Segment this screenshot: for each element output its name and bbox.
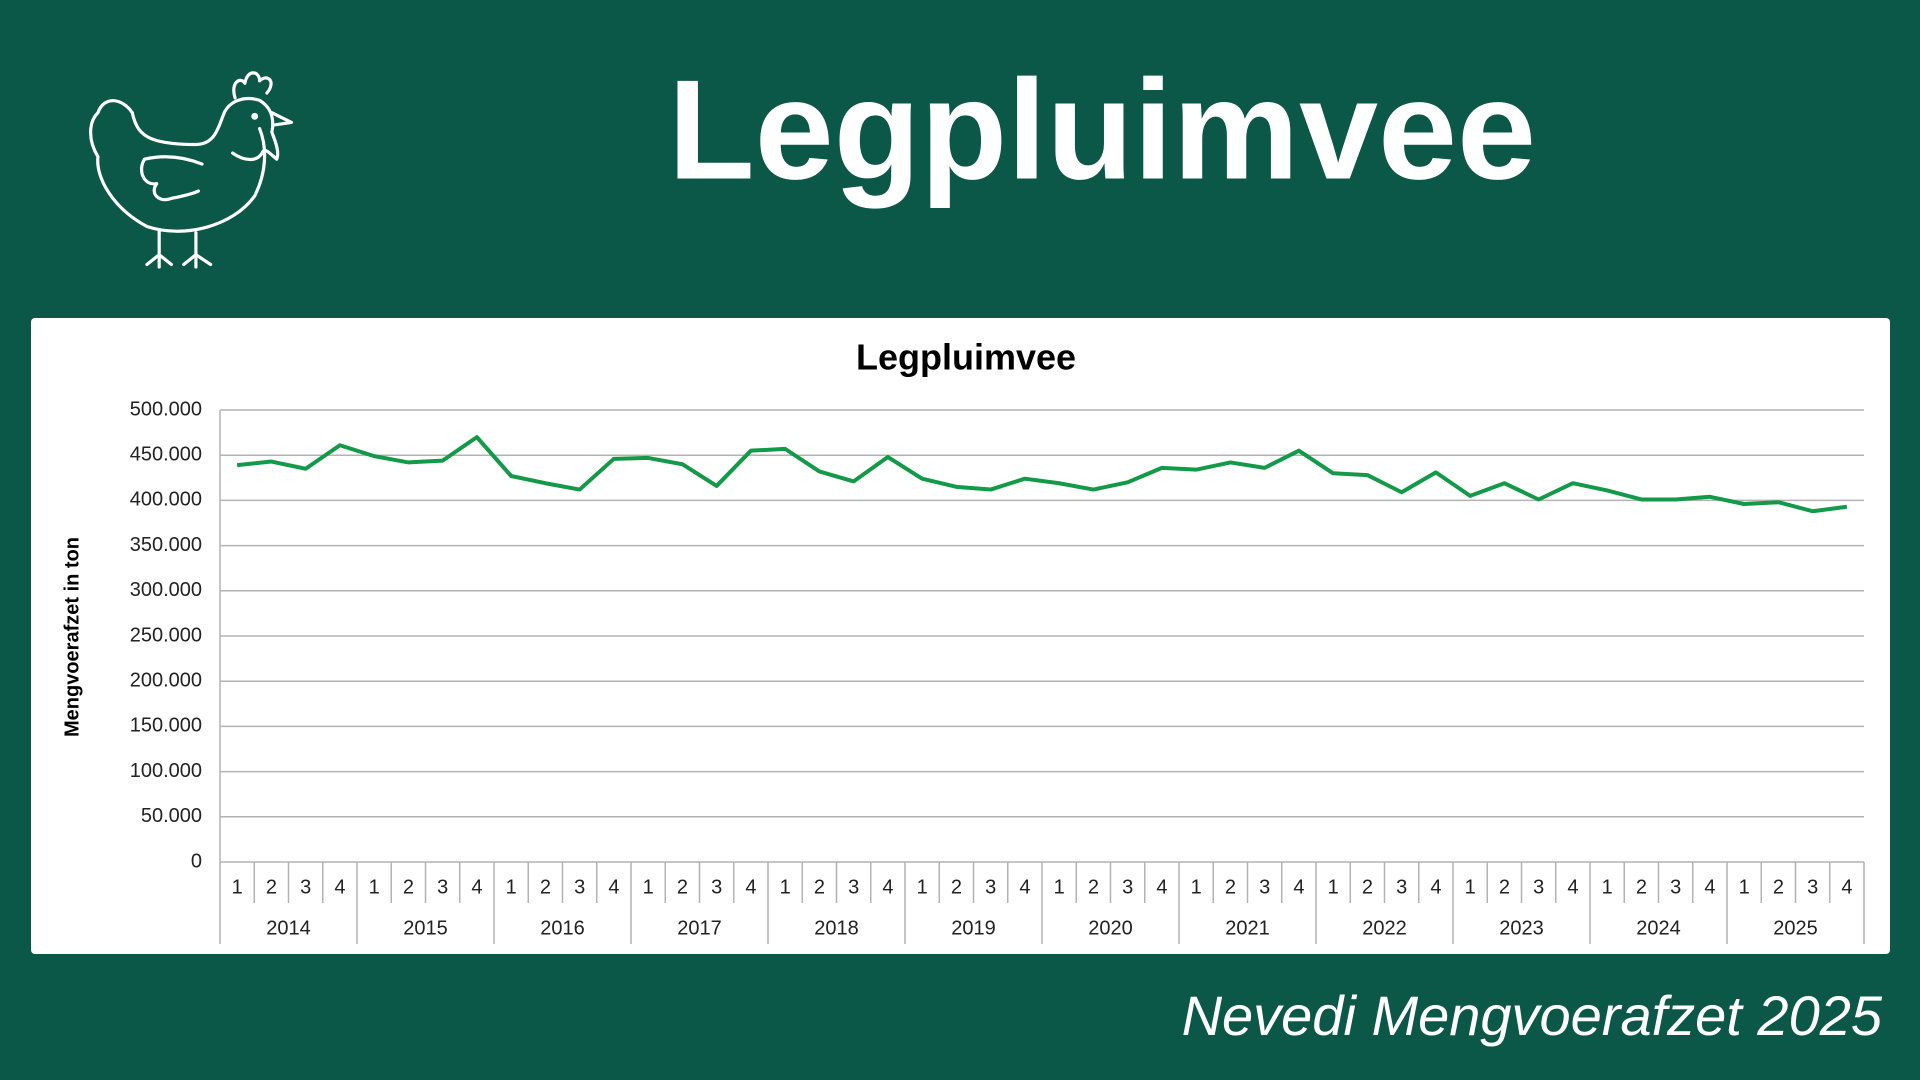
x-tick-label: 4 [1430,876,1441,898]
x-tick-label: 4 [882,876,893,898]
y-tick-label: 300.000 [130,579,202,601]
x-tick-label: 1 [1054,876,1065,898]
x-tick-label: 3 [1259,876,1270,898]
x-tick-label: 1 [506,876,517,898]
x-tick-label: 4 [334,876,345,898]
y-tick-label: 450.000 [130,443,202,465]
x-group-label: 2019 [951,917,996,939]
x-tick-label: 4 [1704,876,1715,898]
x-group-label: 2017 [677,917,722,939]
x-tick-label: 3 [1396,876,1407,898]
x-tick-label: 2 [1362,876,1373,898]
x-tick-label: 2 [403,876,414,898]
x-tick-label: 1 [1602,876,1613,898]
x-tick-label: 3 [1807,876,1818,898]
x-tick-label: 3 [1670,876,1681,898]
x-group-label: 2022 [1362,917,1407,939]
x-tick-label: 3 [848,876,859,898]
y-tick-label: 50.000 [141,805,202,827]
x-tick-label: 1 [1191,876,1202,898]
x-tick-label: 2 [1088,876,1099,898]
x-tick-label: 3 [574,876,585,898]
chart-title: Legpluimvee [856,337,1076,378]
x-tick-label: 1 [1328,876,1339,898]
x-tick-label: 4 [1841,876,1852,898]
x-tick-label: 4 [1293,876,1304,898]
x-tick-label: 2 [1499,876,1510,898]
x-group-label: 2024 [1636,917,1681,939]
x-tick-label: 4 [608,876,619,898]
x-tick-label: 1 [232,876,243,898]
x-tick-label: 2 [814,876,825,898]
x-tick-label: 2 [540,876,551,898]
x-tick-label: 1 [917,876,928,898]
y-tick-label: 0 [191,850,202,872]
x-tick-label: 2 [951,876,962,898]
x-tick-label: 1 [369,876,380,898]
x-tick-label: 4 [745,876,756,898]
y-tick-label: 200.000 [130,669,202,691]
x-tick-label: 4 [1019,876,1030,898]
footer-text: Nevedi Mengvoerafzet 2025 [1182,984,1883,1047]
x-tick-label: 2 [1636,876,1647,898]
chicken-icon [89,71,294,269]
x-tick-label: 1 [1465,876,1476,898]
x-tick-label: 4 [1567,876,1578,898]
x-group-label: 2020 [1088,917,1133,939]
y-tick-label: 350.000 [130,534,202,556]
x-tick-label: 3 [300,876,311,898]
x-tick-label: 3 [437,876,448,898]
x-tick-label: 3 [711,876,722,898]
y-axis-title: Mengvoerafzet in ton [61,537,83,737]
x-group-label: 2016 [540,917,585,939]
x-tick-label: 3 [1533,876,1544,898]
y-tick-label: 250.000 [130,624,202,646]
x-tick-label: 4 [471,876,482,898]
x-group-label: 2014 [266,917,311,939]
x-group-label: 2015 [403,917,448,939]
page-title: Legpluimvee [668,51,1536,210]
y-tick-label: 500.000 [130,398,202,420]
y-tick-label: 100.000 [130,760,202,782]
x-tick-label: 1 [1739,876,1750,898]
x-tick-label: 2 [266,876,277,898]
x-tick-label: 3 [985,876,996,898]
x-group-label: 2023 [1499,917,1544,939]
data-line [236,435,1848,514]
x-tick-label: 2 [1773,876,1784,898]
x-tick-label: 1 [780,876,791,898]
x-tick-label: 4 [1156,876,1167,898]
x-group-label: 2018 [814,917,859,939]
x-tick-label: 2 [1225,876,1236,898]
x-group-label: 2025 [1773,917,1818,939]
y-tick-label: 150.000 [130,715,202,737]
x-tick-label: 3 [1122,876,1133,898]
x-tick-label: 2 [677,876,688,898]
x-group-label: 2021 [1225,917,1270,939]
y-tick-label: 400.000 [130,489,202,511]
x-tick-label: 1 [643,876,654,898]
